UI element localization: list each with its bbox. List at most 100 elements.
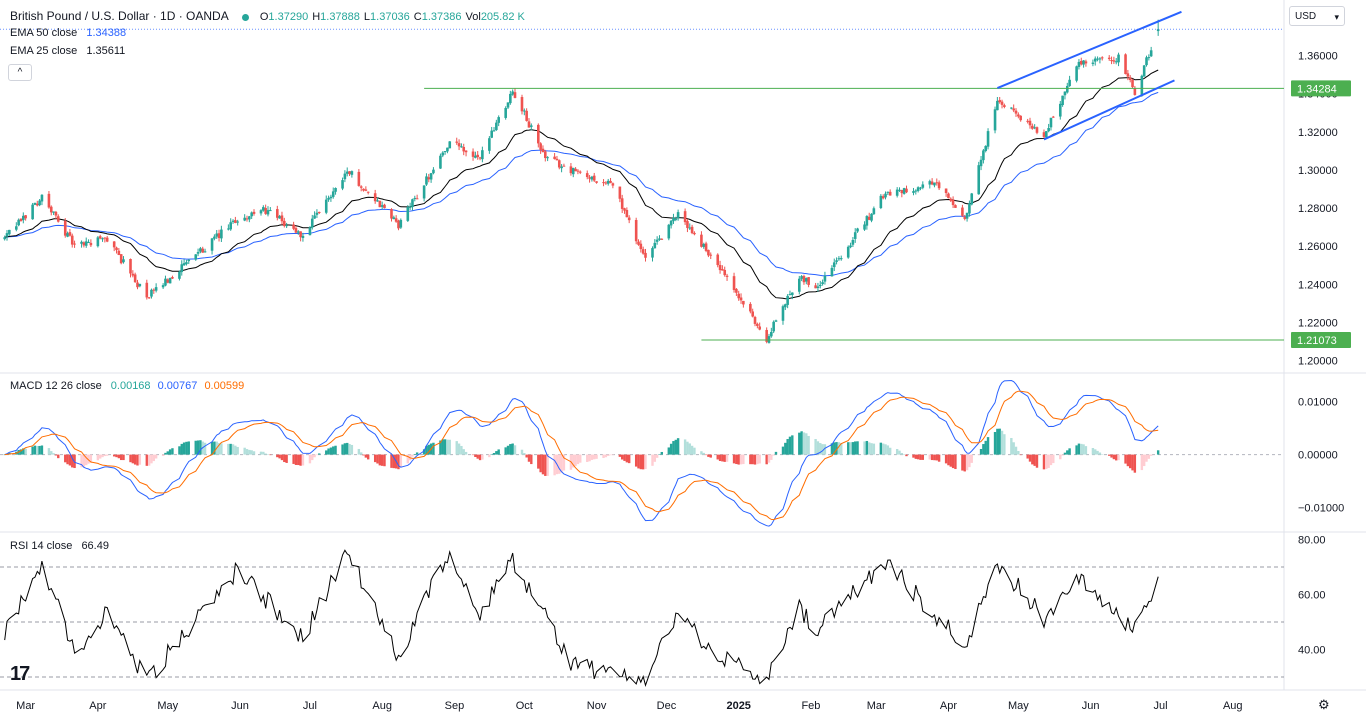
ema25-legend[interactable]: EMA 25 close 1.35611 [10,45,125,57]
candle-body [82,242,86,246]
candle-body [669,220,673,226]
candle-body [315,212,319,215]
candle-body [299,231,302,238]
macd-histogram-bar [166,451,169,455]
macd-histogram-bar [849,442,852,455]
candle-body [683,211,687,223]
macd-histogram-bar [245,449,249,455]
candle-body [944,188,948,193]
macd-histogram-bar [574,454,577,466]
macd-histogram-bar [979,448,983,455]
macd-tick-label: 0.00000 [1298,450,1338,462]
candle-body [588,177,591,179]
macd-histogram-bar [105,454,109,456]
macd-histogram-bar [1080,443,1083,455]
candle-body [830,267,834,277]
macd-histogram-bar [912,454,915,458]
candle-body [313,215,316,219]
candle-body [1117,54,1120,63]
candle-body [560,166,563,169]
ema50-legend[interactable]: EMA 50 close 1.34388 [10,27,126,39]
candle-body [17,219,20,226]
macd-histogram-bar [52,453,55,455]
candle-body [674,218,678,220]
macd-histogram-bar [425,445,428,455]
pane-dividers [0,0,1366,691]
candle-body [935,182,939,184]
macd-histogram-bar [641,454,645,470]
candle-body [1033,127,1036,129]
currency-selector[interactable]: USD ▾ [1289,6,1345,26]
macd-histogram-bar [54,454,58,456]
candle-body [837,258,841,260]
candle-body [823,275,827,282]
candle-body [1145,57,1148,66]
macd-histogram-bar [590,454,594,460]
candle-body [196,252,200,254]
macd-histogram-bar [951,454,955,469]
time-tick-label: Aug [1223,700,1243,712]
candle-body [951,199,955,206]
candle-body [103,237,107,239]
macd-histogram-bar [66,454,69,465]
candle-body [853,232,857,239]
ohlc-value-c: 1.37386 [421,11,462,23]
candle-body [446,147,449,152]
macd-histogram-bar [1142,454,1146,467]
macd-histogram-bar [970,454,973,463]
candle-body [31,204,34,220]
candle-body [804,278,808,282]
macd-histogram-bar [297,454,300,466]
macd-histogram-bar [1147,454,1151,459]
macd-histogram-bar [443,439,447,455]
tradingview-logo-icon[interactable]: 17 [10,663,30,685]
macd-histogram-bar [180,443,183,455]
candle-body [900,190,904,194]
macd-histogram-bar [786,439,789,455]
macd-histogram-bar [96,454,100,461]
candle-body [718,264,722,271]
candle-body [739,297,743,301]
macd-line-value: 0.00767 [157,380,198,392]
candle-body [690,226,694,234]
macd-histogram-bar [669,443,673,455]
macd-histogram-bar [660,451,664,455]
macd-histogram-bar [742,454,745,465]
candle-body [474,155,477,158]
candle-body [555,158,559,161]
candle-body [1131,79,1134,88]
gear-icon[interactable]: ⚙ [1318,697,1330,712]
macd-histogram-bar [651,454,654,466]
macd-histogram-bar [688,443,691,455]
candle-body [802,276,806,283]
macd-histogram-bar [364,454,368,458]
candle-body [439,155,442,169]
candle-body [965,212,969,219]
candle-body [839,258,843,260]
macd-histogram-bar [788,436,792,455]
candle-body [394,218,398,222]
symbol-title[interactable]: British Pound / U.S. Dollar · 1D · OANDA [10,9,229,23]
candle-body [520,97,524,112]
price-tick-label: 1.26000 [1298,241,1338,253]
candle-body [56,216,60,222]
macd-histogram-bar [276,454,279,458]
candle-body [49,206,53,213]
macd-histogram-bar [3,454,6,456]
macd-histogram-bar [101,454,104,458]
macd-legend[interactable]: MACD 12 26 close 0.00168 0.00767 0.00599 [10,380,244,392]
macd-histogram-bar [865,440,869,455]
macd-histogram-bar [196,440,200,455]
macd-histogram-bar [492,452,496,455]
rsi-legend[interactable]: RSI 14 close 66.49 [10,540,109,552]
price-tick-label: 1.32000 [1298,127,1338,139]
candle-body [1084,61,1088,64]
collapse-legend-button[interactable]: ^ [8,64,32,81]
macd-histogram-bar [520,449,524,455]
macd-histogram-bar [422,449,426,455]
candle-body [816,286,820,288]
channel-lower-line [1043,79,1175,141]
candle-body [406,207,410,221]
macd-histogram-bar [1110,454,1113,458]
